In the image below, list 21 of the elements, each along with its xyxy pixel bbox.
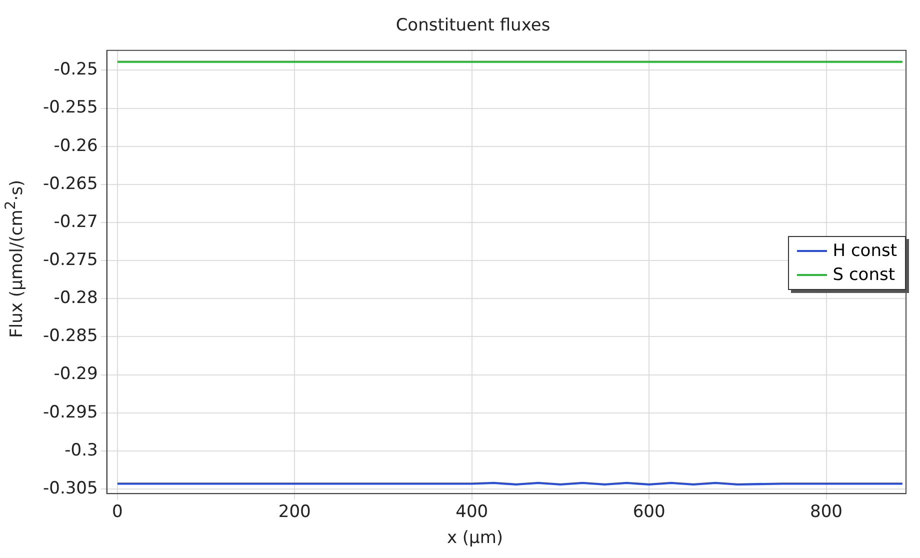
y-tick-label: -0.25	[54, 60, 98, 80]
chart-title: Constituent fluxes	[396, 16, 550, 36]
x-axis-title: x (µm)	[446, 528, 504, 548]
y-tick-label: -0.29	[54, 364, 98, 384]
y-tick-label: -0.26	[54, 136, 98, 156]
y-tick-label: -0.28	[54, 288, 98, 308]
y-tick-label: -0.3	[64, 440, 98, 460]
y-tick-label: -0.255	[42, 98, 98, 118]
legend-label: S const	[832, 264, 896, 287]
y-tick-label: -0.27	[54, 212, 98, 232]
x-tick-label: 400	[456, 502, 488, 522]
y-tick-label: -0.285	[42, 326, 98, 346]
x-tick-label: 200	[278, 502, 311, 522]
y-tick-label: -0.275	[42, 250, 98, 270]
x-tick-label: 800	[810, 502, 842, 522]
y-tick-label: -0.305	[42, 478, 98, 498]
y-tick-label: -0.295	[42, 402, 98, 422]
legend-label: H const	[832, 240, 897, 263]
x-tick-label: 0	[112, 502, 123, 522]
y-tick-label: -0.265	[42, 174, 98, 194]
x-tick-label: 600	[632, 502, 666, 522]
